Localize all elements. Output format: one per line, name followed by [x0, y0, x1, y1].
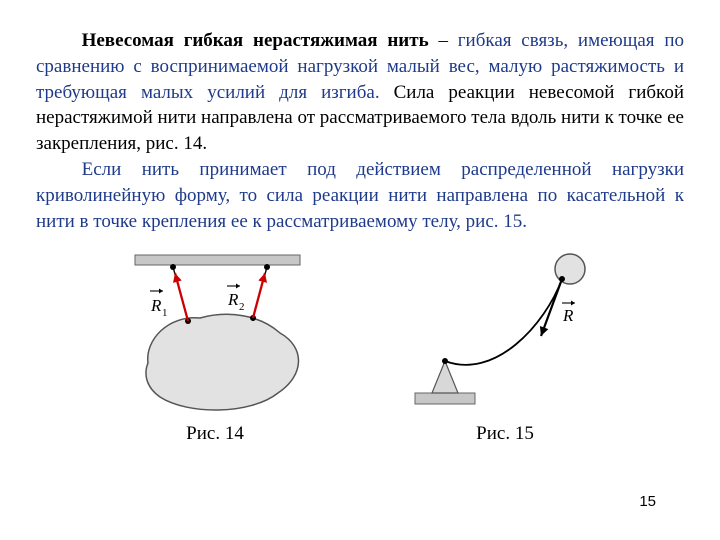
- figure-14: R1R2 Рис. 14: [100, 245, 330, 445]
- paragraph-1: Невесомая гибкая нерастяжимая нить – гиб…: [36, 28, 684, 157]
- svg-text:1: 1: [162, 307, 168, 319]
- figure-15-svg: R: [400, 245, 610, 415]
- figure-15-caption: Рис. 15: [476, 423, 534, 445]
- paragraph-2: Если нить принимает под действием распре…: [36, 157, 684, 234]
- para2-highlight: Если нить принимает под действием распре…: [36, 159, 684, 232]
- svg-text:R: R: [150, 296, 162, 315]
- svg-text:R: R: [562, 306, 574, 325]
- figure-14-svg: R1R2: [110, 245, 320, 415]
- figure-15: R Рис. 15: [390, 245, 620, 445]
- svg-text:2: 2: [239, 301, 245, 313]
- term-bold: Невесомая гибкая нерастяжимая нить: [82, 30, 429, 51]
- page-number: 15: [639, 493, 656, 510]
- svg-text:R: R: [227, 290, 239, 309]
- figures-row: R1R2 Рис. 14 R Рис. 15: [36, 245, 684, 445]
- para1-dash: –: [429, 30, 458, 51]
- figure-14-caption: Рис. 14: [186, 423, 244, 445]
